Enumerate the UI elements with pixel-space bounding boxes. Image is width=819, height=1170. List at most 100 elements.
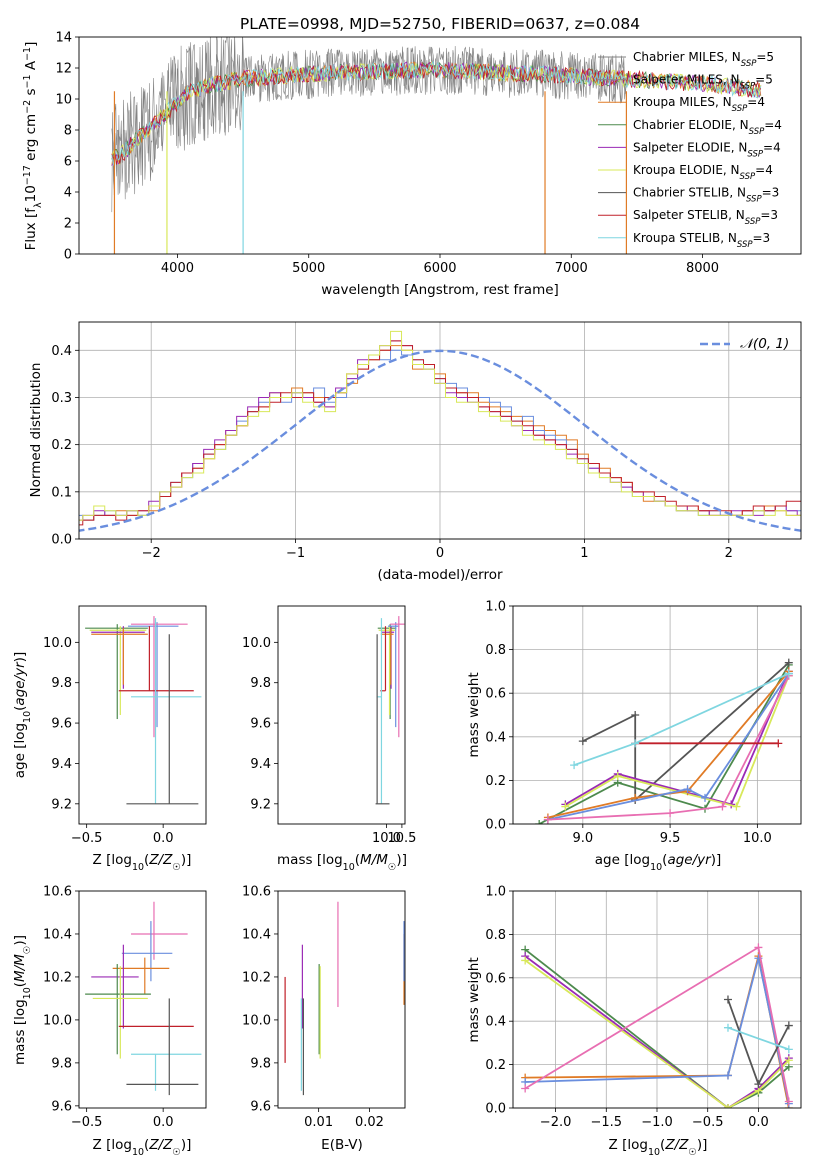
residuals-frame (78, 321, 802, 540)
spectrum-line (111, 60, 762, 166)
mass-z-ylabel: mass [log10(M/M☉)] (12, 935, 33, 1065)
weight-line (547, 675, 790, 821)
weight-marker (613, 772, 622, 781)
tick-label-y: 1.0 (485, 885, 506, 900)
weight-marker (718, 802, 727, 811)
weight-marker (543, 815, 552, 824)
tick-label-x: 2 (725, 546, 733, 561)
tick-label-x: 0.01 (304, 1115, 333, 1130)
tick-label-y: 4 (64, 186, 72, 201)
legend-label: Chabrier STELIB, NSSP=3 (633, 186, 779, 205)
legend-label: Kroupa ELODIE, NSSP=4 (633, 163, 773, 182)
weight_vs_age-marks (535, 658, 793, 824)
histogram-step (79, 330, 801, 521)
legend-normal-label: 𝒩(0, 1) (740, 336, 789, 352)
weight-marker (723, 1104, 732, 1108)
mass_vs_Z-axes (75, 890, 164, 1112)
residuals-marks (79, 330, 801, 532)
tick-label-y: 1.0 (485, 600, 506, 615)
tick-label-y: 0.4 (485, 1015, 506, 1030)
tick-label-y: 0.8 (485, 643, 506, 658)
weight-marker (732, 802, 741, 811)
tick-label-y: 2 (64, 217, 72, 232)
mass_vs_Z-marks (85, 901, 202, 1096)
spectrum-line (111, 37, 627, 196)
tick-label-x: 10.0 (743, 831, 772, 846)
tick-label-y: 9.2 (250, 797, 271, 812)
tick-label-x: −0.5 (692, 1115, 724, 1130)
tick-label-x: 0.02 (355, 1115, 384, 1130)
tick-label-x: 0.0 (153, 1115, 174, 1130)
tick-label-y: 0.6 (485, 971, 506, 986)
legend-label: Salpeter ELODIE, NSSP=4 (633, 140, 781, 159)
tick-label-x: 0.0 (153, 831, 174, 846)
tick-label-y: 10.2 (242, 970, 271, 985)
legend-label: Kroupa STELIB, NSSP=3 (633, 231, 770, 250)
residuals-axes (75, 322, 801, 543)
weight-marker (683, 785, 692, 794)
age_vs_Z-axes (75, 641, 164, 828)
mass-z-xlabel: Z [log10(Z/Z☉)] (93, 1137, 192, 1158)
age-z-xlabel: Z [log10(Z/Z☉)] (93, 852, 192, 873)
residuals-ylabel: Normed distribution (28, 363, 44, 498)
tick-label-x: 5000 (292, 261, 325, 276)
mass_vs_EBV-marks (284, 901, 405, 1096)
age_vs_Z-marks (85, 616, 202, 805)
tick-label-x: 0.0 (748, 1115, 769, 1130)
tick-label-y: 12 (55, 62, 72, 77)
tick-label-y: 14 (55, 31, 72, 46)
tick-label-x: 8000 (686, 261, 719, 276)
tick-label-y: 0.4 (485, 730, 506, 745)
tick-label-x: 1 (580, 546, 588, 561)
tick-label-x: 4000 (161, 261, 194, 276)
tick-label-x: −2 (142, 546, 161, 561)
age_vs_mass-marks (375, 616, 405, 805)
tick-label-x: 0 (436, 546, 444, 561)
legend-label: Salpeter STELIB, NSSP=3 (633, 208, 778, 227)
tick-label-y: 9.8 (51, 1056, 72, 1071)
tick-label-x: 9.0 (572, 831, 593, 846)
weight-marker (784, 658, 793, 667)
weight-marker (521, 956, 530, 965)
tick-label-y: 9.6 (250, 1099, 271, 1114)
tick-label-y: 0.8 (485, 928, 506, 943)
tick-label-y: 9.8 (51, 676, 72, 691)
normal-curve (79, 349, 801, 532)
spectrum-axes (75, 36, 703, 258)
tick-label-y: 9.6 (51, 1099, 72, 1114)
tick-label-y: 10 (55, 93, 72, 108)
weight-marker (723, 995, 732, 1004)
tick-label-x: −1 (286, 546, 305, 561)
mass_vs_Z-frame (78, 890, 207, 1109)
tick-label-y: 0.4 (51, 344, 72, 359)
weight-marker (578, 737, 587, 746)
age-mass-xlabel: mass [log10(M/M☉)] (277, 852, 407, 873)
mass-ebv-xlabel: E(B-V) (321, 1137, 363, 1153)
weight-marker (570, 761, 579, 770)
tick-label-y: 10.0 (242, 636, 271, 651)
weight-marker (784, 1021, 793, 1030)
figure-title: PLATE=0998, MJD=52750, FIBERID=0637, z=0… (240, 15, 640, 33)
tick-label-y: 0.2 (51, 438, 72, 453)
spectrum-line (111, 61, 762, 165)
spectrum-marks (111, 37, 762, 254)
weight-marker (784, 1056, 793, 1065)
tick-label-x: 9.5 (660, 831, 681, 846)
legend-label: Kroupa MILES, NSSP=4 (633, 95, 765, 114)
tick-label-y: 0.0 (51, 533, 72, 548)
tick-label-x: −0.5 (71, 831, 103, 846)
tick-label-y: 0.3 (51, 391, 72, 406)
tick-label-x: −1.5 (591, 1115, 623, 1130)
weight-age-xlabel: age [log10(age/yr)] (595, 852, 721, 873)
weight-marker (521, 1084, 530, 1093)
weight-marker (784, 669, 793, 678)
weight-line (727, 1026, 790, 1051)
tick-label-y: 10.2 (43, 970, 72, 985)
spectrum-xlabel: wavelength [Angstrom, rest frame] (321, 282, 559, 298)
tick-label-y: 10.0 (242, 1013, 271, 1028)
weight-marker (784, 1097, 793, 1106)
tick-label-y: 0.2 (485, 1058, 506, 1073)
weight-marker (631, 711, 640, 719)
weight-age-ylabel: mass weight (466, 672, 482, 757)
